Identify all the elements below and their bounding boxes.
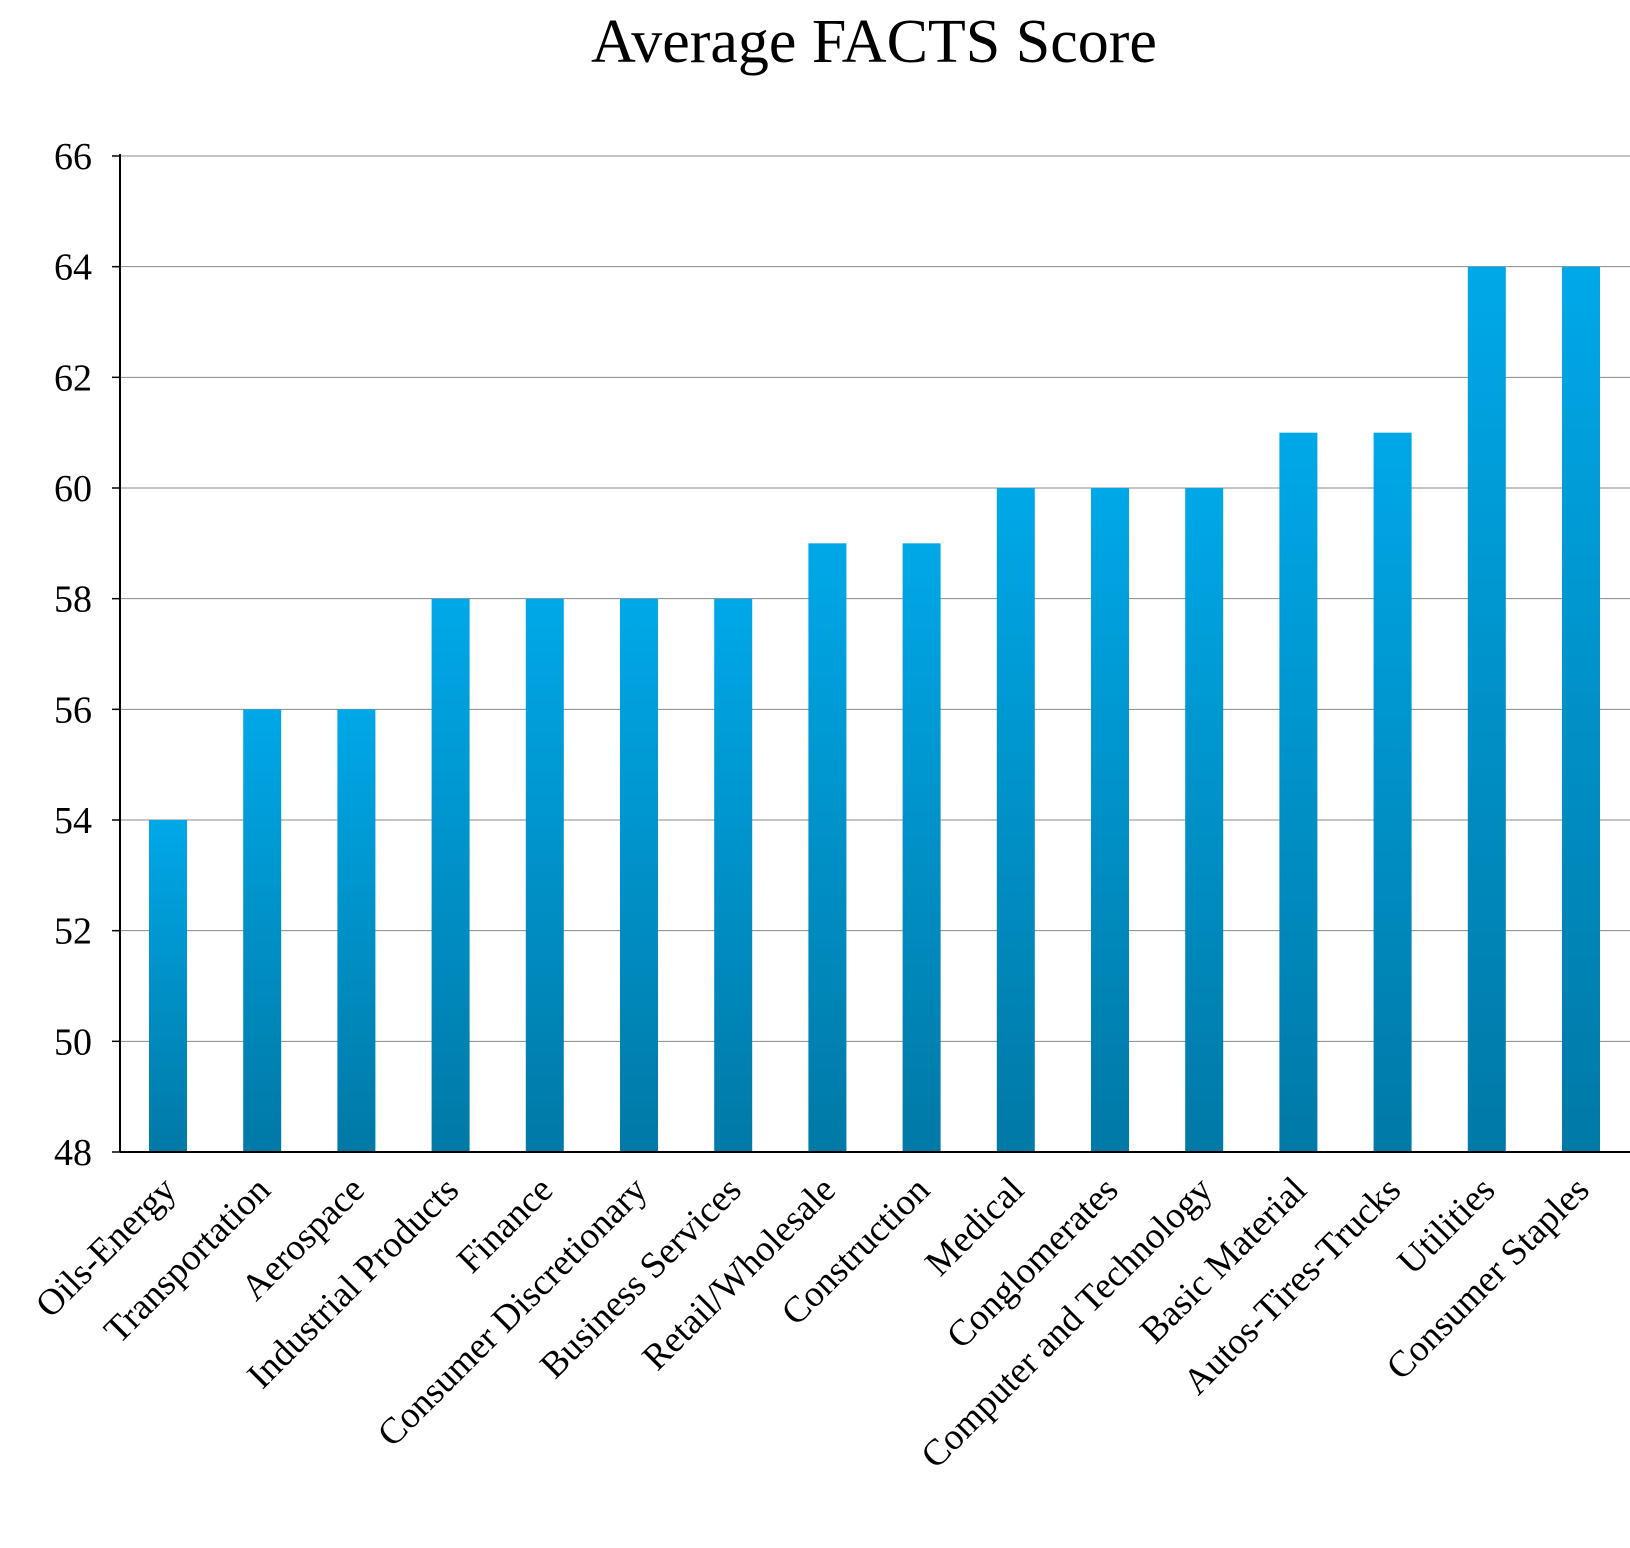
bar-consumer-discretionary (620, 598, 658, 1152)
y-tick-label: 62 (54, 357, 92, 399)
y-tick-label: 54 (54, 800, 92, 842)
bar-oils-energy (149, 820, 187, 1152)
y-tick-label: 52 (54, 911, 92, 953)
y-tick-label: 66 (54, 136, 92, 178)
bar-computer-and-technology (1185, 488, 1224, 1152)
bar-finance (525, 598, 564, 1152)
x-tick-labels: Oils-EnergyTransportationAerospaceIndust… (28, 1169, 1597, 1477)
bar-autos-tires-trucks (1373, 432, 1412, 1153)
bar-industrial-products (431, 598, 470, 1152)
bar-transportation (243, 709, 282, 1152)
bar-medical (996, 488, 1035, 1152)
bar-business-services (714, 598, 753, 1152)
bar-basic-material (1279, 432, 1318, 1153)
bar-consumer-staples (1562, 266, 1600, 1153)
y-tick-label: 64 (54, 247, 92, 289)
y-tick-label: 60 (54, 468, 92, 510)
bars (149, 266, 1600, 1153)
bar-aerospace (337, 709, 376, 1152)
y-tick-label: 56 (54, 689, 92, 731)
axes (112, 154, 1630, 1153)
y-tick-label: 48 (54, 1132, 92, 1174)
bar-utilities (1467, 266, 1506, 1153)
y-tick-labels: 48 50 52 54 56 58 60 62 64 66 (54, 136, 92, 1174)
y-tick-label: 58 (54, 579, 92, 621)
bar-retail-wholesale (808, 543, 847, 1152)
bar-conglomerates (1091, 488, 1129, 1152)
y-tick-label: 50 (54, 1021, 92, 1063)
bar-construction (902, 543, 941, 1152)
chart-title: Average FACTS Score (591, 8, 1157, 76)
x-tick-label: Basic Material (1132, 1169, 1314, 1351)
x-tick-label: Transportation (96, 1169, 278, 1351)
